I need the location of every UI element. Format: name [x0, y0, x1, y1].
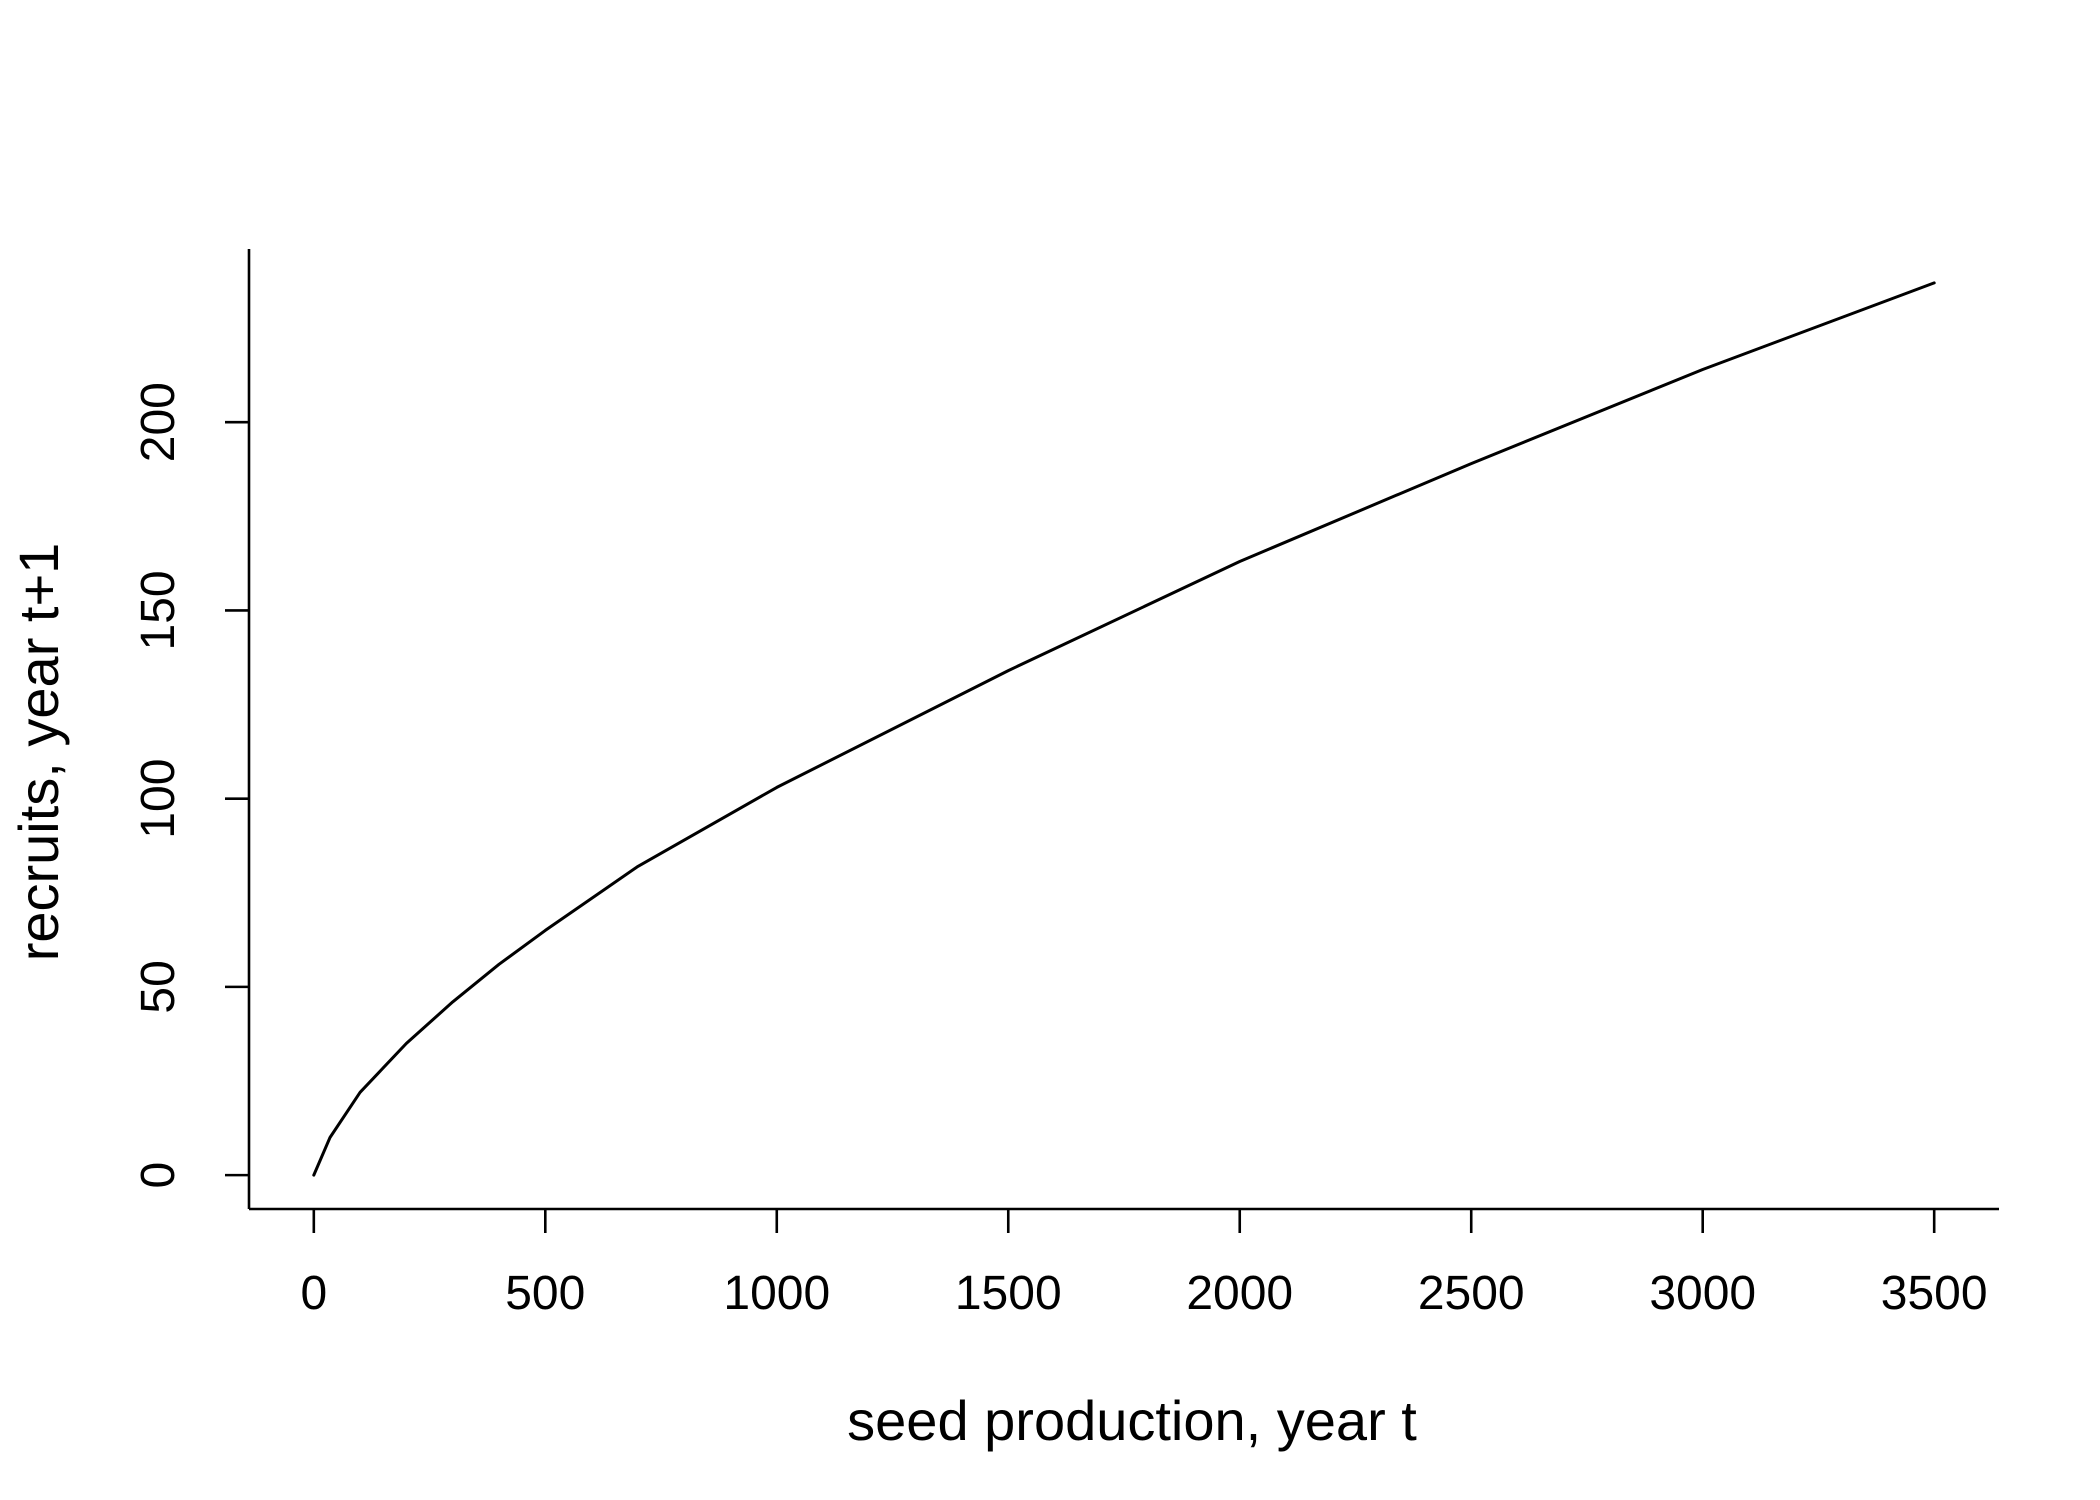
x-tick-label: 0: [300, 1267, 327, 1320]
x-tick-label: 1000: [723, 1267, 830, 1320]
x-tick-label: 3000: [1649, 1267, 1756, 1320]
x-tick-label: 500: [505, 1267, 585, 1320]
x-axis-title: seed production, year t: [847, 1389, 1417, 1452]
x-tick-label: 2000: [1186, 1267, 1293, 1320]
x-axis: 0 500 1000 1500 2000 2500 3000 3500: [249, 1207, 1999, 1320]
y-tick-label: 100: [132, 759, 185, 839]
x-tick-label: 3500: [1881, 1267, 1988, 1320]
x-tick-label: 1500: [955, 1267, 1062, 1320]
y-axis-title: recruits, year t+1: [7, 543, 70, 962]
y-tick-label: 0: [132, 1162, 185, 1189]
y-axis: 0 50 100 150 200: [132, 249, 251, 1209]
y-tick-label: 50: [132, 960, 185, 1013]
y-tick-label: 200: [132, 382, 185, 462]
series-line: [312, 281, 1936, 1177]
series-layer: [312, 281, 1936, 1177]
x-tick-label: 2500: [1418, 1267, 1525, 1320]
y-tick-label: 150: [132, 570, 185, 650]
